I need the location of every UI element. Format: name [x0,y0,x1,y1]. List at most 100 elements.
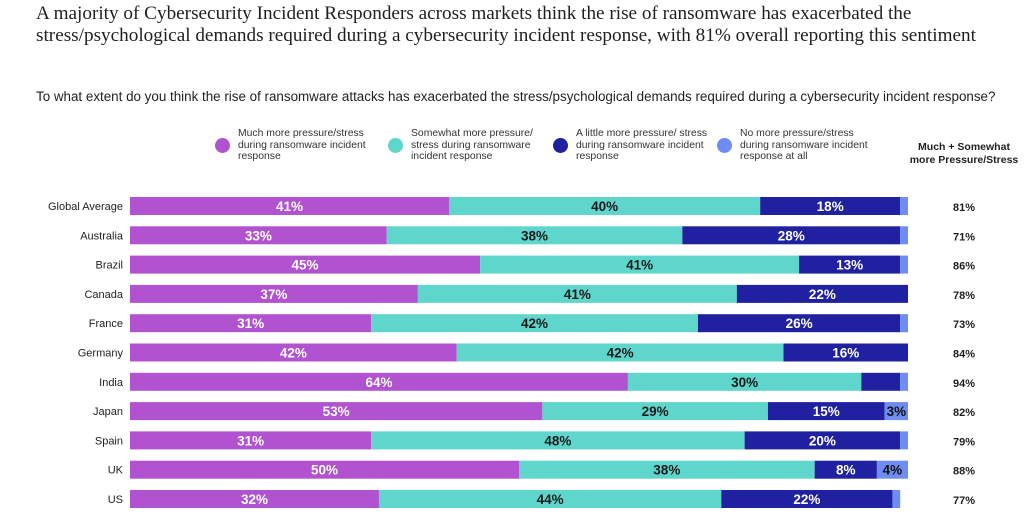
summary-value-us: 77% [953,495,975,507]
category-label-germany: Germany [78,348,124,360]
legend-item-somewhat-more: Somewhat more pressure/ stress during ra… [388,128,556,163]
bar-canada-little-more [736,284,908,303]
bar-germany-much-more [130,343,457,362]
data-label-global-average-much-more: 41% [276,199,303,214]
legend-label-little-more: A little more pressure/ stress during ra… [576,128,708,162]
data-label-canada-much-more: 37% [260,287,287,302]
data-label-australia-somewhat-more: 38% [521,228,548,243]
bar-australia-much-more [130,226,387,245]
summary-value-india: 94% [953,378,975,390]
data-label-spain-somewhat-more: 48% [544,433,571,448]
legend-item-much-more: Much more pressure/stress during ransomw… [215,128,383,163]
bar-spain-little-more [744,431,901,450]
bar-us-no-more [892,490,901,508]
bar-spain-somewhat-more [371,431,745,450]
summary-value-germany: 84% [953,349,975,361]
data-label-brazil-much-more: 45% [292,258,319,273]
category-label-canada: Canada [84,289,123,301]
legend-label-somewhat-more: Somewhat more pressure/ stress during ra… [411,128,533,162]
legend-label-no-more: No more pressure/stress during ransomwar… [740,128,868,162]
bar-us-much-more [130,490,379,508]
summary-value-uk: 88% [953,466,975,478]
legend-swatch-much-more [215,138,230,153]
category-label-global-average: Global Average [48,201,123,213]
data-label-us-little-more: 22% [793,492,820,507]
chart-title: A majority of Cybersecurity Incident Res… [36,3,976,46]
bar-india-much-more [130,372,628,391]
data-label-uk-little-more: 8% [836,463,856,478]
bar-france-somewhat-more [371,314,698,333]
bar-global-average-somewhat-more [448,197,761,215]
bar-japan-no-more [884,402,908,421]
data-label-global-average-little-more: 18% [817,199,844,214]
bar-australia-little-more [682,226,901,245]
bar-france-little-more [697,314,901,333]
summary-value-brazil: 86% [953,261,975,273]
data-label-australia-much-more: 33% [245,228,272,243]
bar-us-little-more [721,490,893,508]
data-label-canada-somewhat-more: 41% [564,287,591,302]
legend-swatch-no-more [717,138,732,153]
data-label-spain-little-more: 20% [809,433,836,448]
bar-brazil-little-more [799,255,901,274]
bar-france-no-more [900,314,908,333]
bar-japan-little-more [767,402,885,421]
data-label-germany-much-more: 42% [280,346,307,361]
bar-australia-no-more [900,226,908,245]
data-label-japan-much-more: 53% [323,404,350,419]
data-label-france-much-more: 31% [237,316,264,331]
data-label-france-somewhat-more: 42% [521,316,548,331]
bar-canada-much-more [130,284,418,303]
summary-value-global-average: 81% [953,202,975,214]
bar-japan-somewhat-more [542,402,768,421]
legend-swatch-somewhat-more [388,138,403,153]
data-label-uk-somewhat-more: 38% [653,463,680,478]
summary-value-canada: 78% [953,290,975,302]
bar-uk-much-more [130,460,519,479]
data-label-global-average-somewhat-more: 40% [591,199,618,214]
bar-uk-somewhat-more [519,460,815,479]
legend-label-much-more: Much more pressure/stress during ransomw… [238,128,366,162]
legend-item-no-more: No more pressure/stress during ransomwar… [717,128,885,163]
bar-brazil-much-more [130,255,481,274]
summary-column-header: Much + Somewhat more Pressure/Stress [909,141,1019,166]
bar-global-average-no-more [900,197,908,215]
data-label-us-much-more: 32% [241,492,268,507]
category-label-brazil: Brazil [95,260,123,272]
category-label-australia: Australia [80,230,124,242]
bar-india-little-more [861,372,901,391]
bar-germany-little-more [783,343,908,362]
data-label-uk-much-more: 50% [311,463,338,478]
data-label-france-little-more: 26% [786,316,813,331]
bar-germany-somewhat-more [456,343,784,362]
summary-value-australia: 71% [953,231,975,243]
data-label-spain-much-more: 31% [237,433,264,448]
data-label-germany-somewhat-more: 42% [607,346,634,361]
bar-brazil-somewhat-more [480,255,800,274]
data-label-uk-no-more: 4% [883,463,903,478]
category-label-us: US [108,494,123,506]
data-label-india-somewhat-more: 30% [731,375,758,390]
data-label-brazil-somewhat-more: 41% [626,258,653,273]
category-label-france: France [89,318,123,330]
chart-subtitle: To what extent do you think the rise of … [36,89,996,104]
bar-us-somewhat-more [378,490,722,508]
bar-uk-no-more [876,460,908,479]
data-label-brazil-little-more: 13% [836,258,863,273]
category-label-spain: Spain [95,435,123,447]
bar-uk-little-more [814,460,877,479]
category-label-uk: UK [108,465,124,477]
data-label-germany-little-more: 16% [832,346,859,361]
data-label-india-much-more: 64% [365,375,392,390]
data-label-japan-little-more: 15% [813,404,840,419]
bar-india-somewhat-more [627,372,862,391]
bar-brazil-no-more [900,255,908,274]
summary-value-france: 73% [953,319,975,331]
bar-france-much-more [130,314,372,333]
data-label-japan-somewhat-more: 29% [642,404,669,419]
bar-spain-much-more [130,431,372,450]
bar-spain-no-more [900,431,908,450]
data-label-us-somewhat-more: 44% [537,492,564,507]
legend-swatch-little-more [553,138,568,153]
legend-item-little-more: A little more pressure/ stress during ra… [553,128,721,163]
